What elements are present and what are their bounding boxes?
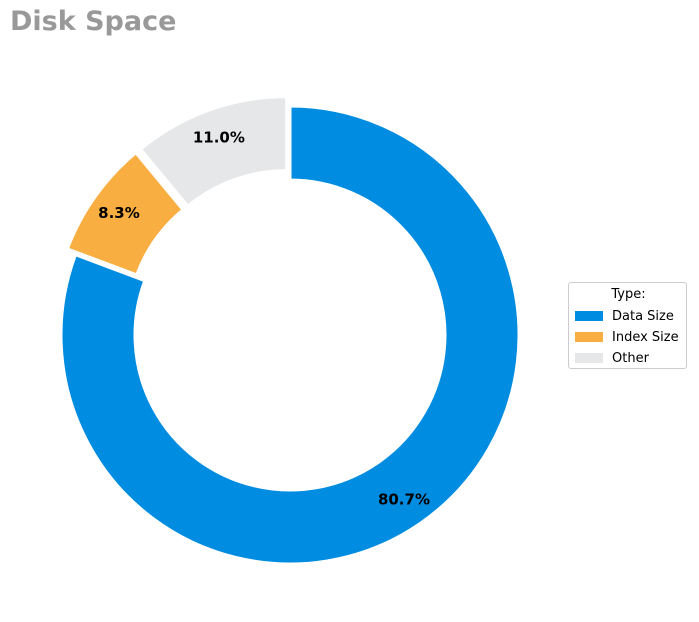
legend-item-other: Other: [575, 349, 649, 367]
legend: Type: Data Size Index Size Other: [568, 282, 687, 369]
slice-label-index-size: 8.3%: [98, 204, 140, 222]
slice-other: [138, 95, 289, 209]
legend-label-other: Other: [612, 350, 649, 366]
slice-data-size: [59, 104, 521, 566]
legend-item-data-size: Data Size: [575, 307, 674, 325]
legend-title: Type:: [611, 287, 646, 302]
legend-item-index-size: Index Size: [575, 328, 679, 346]
legend-label-data-size: Data Size: [612, 308, 674, 324]
legend-swatch-other: [575, 353, 603, 363]
slice-index-size: [65, 150, 186, 277]
chart-title: Disk Space: [10, 6, 177, 37]
slice-label-data-size: 80.7%: [378, 490, 430, 508]
slice-label-other: 11.0%: [193, 128, 245, 146]
legend-swatch-data-size: [575, 311, 603, 321]
legend-label-index-size: Index Size: [612, 329, 679, 345]
legend-swatch-index-size: [575, 332, 603, 342]
